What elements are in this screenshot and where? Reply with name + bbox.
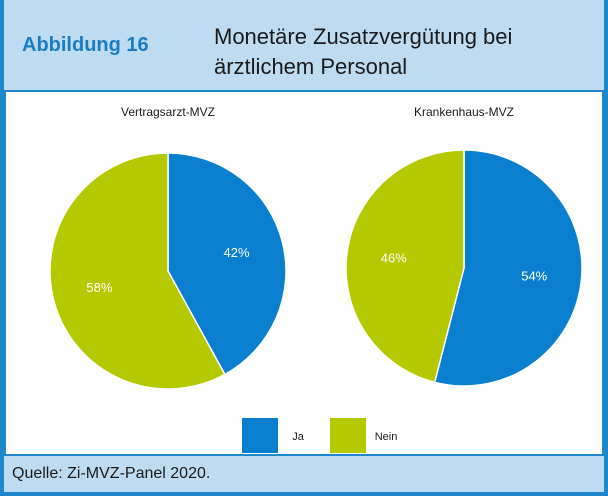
footer: Quelle: Zi-MVZ-Panel 2020. [4,456,604,492]
pie-slice [345,149,465,384]
chart-title: Krankenhaus-MVZ [414,105,514,119]
source: Quelle: Zi-MVZ-Panel 2020. [12,465,211,482]
legend-label: Ja [292,431,305,443]
charts: Vertragsarzt-MVZ 42% 58% Krankenhaus-MVZ 54%… [49,105,583,453]
header: Abbildung 16 Monetäre Zusatzvergütung be… [4,0,604,90]
slice-label: 42% [224,245,250,260]
chart-title: Vertragsarzt-MVZ [121,105,215,119]
slice-label: 46% [381,251,407,266]
slice-label: 58% [86,280,112,295]
pie-slice [167,152,287,376]
slice-label: 54% [521,268,547,283]
pie-slice [433,149,583,387]
figure-title: Monetäre Zusatzvergütung bei ärztlichem … [214,24,513,79]
legend-label: Nein [375,431,398,443]
pie-slice [49,152,226,390]
legend-swatch [242,418,278,453]
legend-swatch [330,418,366,453]
plot-area: Vertragsarzt-MVZ 42% 58% Krankenhaus-MVZ 54%… [6,92,602,454]
figure-label: Abbildung 16 [22,34,149,56]
